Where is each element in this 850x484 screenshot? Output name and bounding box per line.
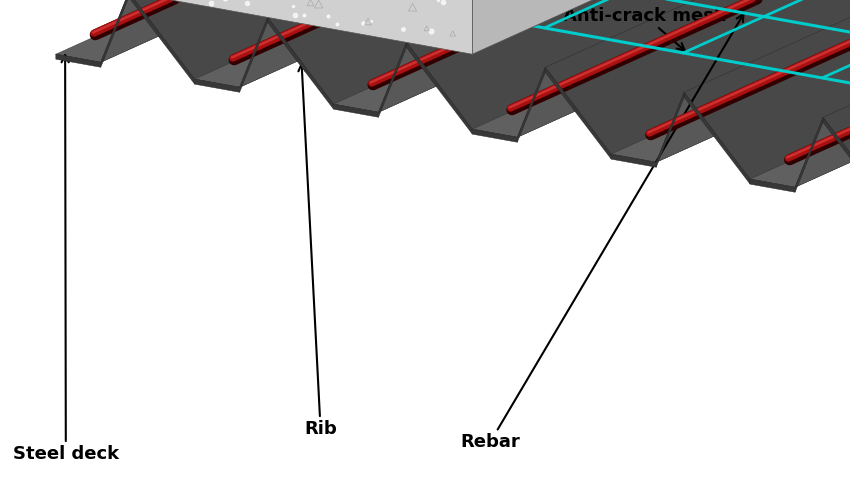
Polygon shape [656,0,850,162]
Polygon shape [750,34,850,179]
Polygon shape [406,0,795,129]
Polygon shape [684,0,850,179]
Polygon shape [473,0,795,129]
Polygon shape [823,0,850,118]
Polygon shape [795,0,850,187]
Polygon shape [473,0,795,54]
Text: Steel deck: Steel deck [13,55,119,463]
Polygon shape [268,0,590,17]
Polygon shape [406,0,728,43]
Polygon shape [56,0,473,54]
Polygon shape [518,0,850,137]
Polygon shape [101,0,450,62]
Polygon shape [684,0,850,92]
Polygon shape [195,0,517,79]
Polygon shape [611,9,850,162]
Polygon shape [333,0,655,104]
Polygon shape [656,92,684,167]
Polygon shape [268,0,655,104]
Polygon shape [195,0,562,87]
Polygon shape [195,79,240,92]
Polygon shape [333,104,378,117]
Polygon shape [128,0,517,79]
Polygon shape [378,0,728,112]
Polygon shape [611,9,850,154]
Polygon shape [684,92,750,184]
Polygon shape [546,0,850,154]
Polygon shape [128,0,195,84]
Text: Rib: Rib [298,64,337,438]
Polygon shape [795,118,823,192]
Polygon shape [56,0,422,62]
Polygon shape [546,0,850,67]
Polygon shape [240,17,268,92]
Polygon shape [823,0,850,204]
Polygon shape [611,154,656,167]
Text: Anti-crack mesh: Anti-crack mesh [564,7,727,50]
Polygon shape [406,43,473,134]
Polygon shape [378,43,406,117]
Polygon shape [823,118,850,209]
Polygon shape [268,17,333,109]
Polygon shape [101,0,128,67]
Text: Rebar: Rebar [461,14,744,451]
Polygon shape [546,67,611,159]
Polygon shape [473,0,840,137]
Polygon shape [750,179,795,192]
Polygon shape [56,54,101,67]
Polygon shape [473,129,518,142]
Polygon shape [750,34,850,187]
Polygon shape [333,0,700,112]
Polygon shape [518,67,546,142]
Text: Concrete: Concrete [0,483,1,484]
Polygon shape [240,0,590,87]
